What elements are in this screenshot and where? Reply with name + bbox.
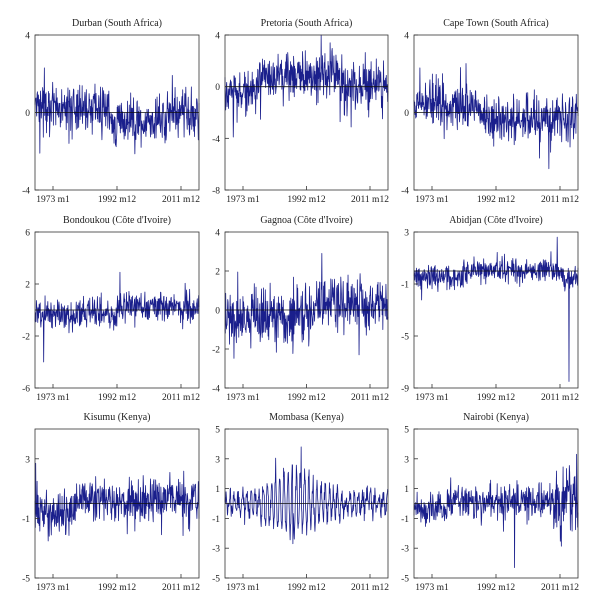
chart-title: Durban (South Africa) bbox=[72, 18, 162, 29]
x-tick-label: 2011 m12 bbox=[541, 195, 579, 205]
chart-title: Mombasa (Kenya) bbox=[269, 412, 344, 423]
y-tick-label: -6 bbox=[22, 385, 30, 395]
x-tick-label: 1992 m12 bbox=[477, 393, 516, 403]
x-tick-label: 2011 m12 bbox=[162, 583, 200, 593]
series-line bbox=[34, 67, 200, 155]
chart-title: Pretoria (South Africa) bbox=[261, 18, 353, 29]
x-tick-label: 1973 m1 bbox=[226, 393, 260, 403]
y-tick-label: -4 bbox=[22, 187, 30, 197]
y-tick-label: -4 bbox=[212, 385, 220, 395]
chart-title: Abidjan (Côte d'Ivoire) bbox=[449, 215, 542, 226]
y-tick-label: 1 bbox=[404, 485, 409, 495]
x-tick-label: 2011 m12 bbox=[162, 195, 200, 205]
chart-title: Bondoukou (Côte d'Ivoire) bbox=[63, 215, 171, 226]
x-tick-label: 2011 m12 bbox=[162, 393, 200, 403]
series-line bbox=[224, 253, 389, 359]
chart-panel-6: Abidjan (Côte d'Ivoire) -9 -5 -1 3 1973 m1 199… bbox=[401, 215, 579, 403]
x-tick-label: 1992 m12 bbox=[287, 195, 326, 205]
y-tick-label: 5 bbox=[404, 426, 409, 436]
x-tick-label: 1992 m12 bbox=[287, 393, 326, 403]
series-line bbox=[224, 34, 389, 138]
y-tick-label: -4 bbox=[212, 135, 220, 145]
x-tick-label: 1973 m1 bbox=[415, 583, 449, 593]
x-tick-label: 1992 m12 bbox=[98, 195, 137, 205]
chart-panel-5: Gagnoa (Côte d'Ivoire) -4 -2 0 2 4 1973 m1 1992… bbox=[212, 215, 389, 403]
series-line bbox=[413, 63, 579, 170]
x-tick-label: 1992 m12 bbox=[98, 393, 137, 403]
x-tick-label: 1973 m1 bbox=[36, 583, 70, 593]
y-tick-label: 4 bbox=[404, 32, 409, 42]
chart-panel-7: Kisumu (Kenya) -5 -1 3 1973 m1 1992 m12 2011 m… bbox=[22, 412, 200, 593]
y-tick-label: 3 bbox=[404, 229, 409, 239]
y-tick-label: 4 bbox=[215, 32, 220, 42]
x-tick-label: 1992 m12 bbox=[477, 583, 516, 593]
plot-frame bbox=[224, 34, 389, 191]
y-tick-label: 0 bbox=[215, 83, 220, 93]
chart-panel-4: Bondoukou (Côte d'Ivoire) -6 -2 2 6 1973 m1 19… bbox=[22, 215, 200, 403]
x-tick-label: 2011 m12 bbox=[351, 393, 389, 403]
y-tick-label: 4 bbox=[215, 229, 220, 239]
y-tick-label: 6 bbox=[25, 229, 30, 239]
y-tick-label: -3 bbox=[401, 545, 409, 555]
chart-panel-1: Durban (South Africa) -4 0 4 1973 m1 1992 m12… bbox=[22, 18, 200, 205]
chart-panel-2: Pretoria (South Africa) -8 -4 0 4 1973 m1 1992… bbox=[212, 18, 389, 205]
chart-title: Nairobi (Kenya) bbox=[463, 412, 529, 423]
x-tick-label: 1973 m1 bbox=[36, 195, 70, 205]
y-tick-label: -2 bbox=[22, 333, 30, 343]
x-tick-label: 1973 m1 bbox=[36, 393, 70, 403]
series-line bbox=[34, 271, 200, 363]
y-tick-label: -5 bbox=[401, 575, 409, 585]
series-line bbox=[224, 446, 389, 545]
chart-panel-9: Nairobi (Kenya) -5 -3 -1 1 3 5 1973 m1 1992 m12 2… bbox=[401, 412, 579, 593]
y-tick-label: 5 bbox=[215, 426, 220, 436]
y-tick-label: -5 bbox=[401, 333, 409, 343]
y-tick-label: 0 bbox=[404, 109, 409, 119]
y-tick-label: -1 bbox=[22, 515, 30, 525]
series-line bbox=[413, 236, 579, 382]
x-tick-label: 2011 m12 bbox=[351, 195, 389, 205]
y-tick-label: 4 bbox=[25, 32, 30, 42]
y-tick-label: -1 bbox=[401, 515, 409, 525]
x-tick-label: 2011 m12 bbox=[541, 393, 579, 403]
y-tick-label: 3 bbox=[404, 455, 409, 465]
x-tick-label: 2011 m12 bbox=[541, 583, 579, 593]
y-tick-label: -8 bbox=[212, 187, 220, 197]
series-line bbox=[413, 453, 579, 568]
x-tick-label: 2011 m12 bbox=[351, 583, 389, 593]
chart-title: Cape Town (South Africa) bbox=[443, 18, 548, 29]
x-tick-label: 1973 m1 bbox=[415, 393, 449, 403]
y-tick-label: 3 bbox=[25, 455, 30, 465]
chart-panel-8: Mombasa (Kenya) -5 -3 -1 1 3 5 1973 m1 1992 m12 2… bbox=[212, 412, 389, 593]
y-tick-label: 2 bbox=[215, 268, 220, 278]
series-line bbox=[34, 462, 200, 542]
chart-panel-3: Cape Town (South Africa) -4 0 4 1973 m1 1992 … bbox=[401, 18, 579, 205]
plot-frame bbox=[413, 231, 579, 389]
y-tick-label: -9 bbox=[401, 385, 409, 395]
chart-title: Kisumu (Kenya) bbox=[84, 412, 151, 423]
y-tick-label: -1 bbox=[212, 515, 220, 525]
y-tick-label: -1 bbox=[401, 281, 409, 291]
x-tick-label: 1973 m1 bbox=[226, 195, 260, 205]
x-tick-label: 1992 m12 bbox=[287, 583, 326, 593]
y-tick-label: 3 bbox=[215, 455, 220, 465]
y-tick-label: 2 bbox=[25, 281, 30, 291]
x-tick-label: 1973 m1 bbox=[226, 583, 260, 593]
y-tick-label: -5 bbox=[212, 575, 220, 585]
y-tick-label: -4 bbox=[401, 187, 409, 197]
x-tick-label: 1973 m1 bbox=[415, 195, 449, 205]
y-tick-label: -2 bbox=[212, 346, 220, 356]
y-tick-label: 0 bbox=[215, 307, 220, 317]
x-tick-label: 1992 m12 bbox=[477, 195, 516, 205]
y-tick-label: 0 bbox=[25, 109, 30, 119]
y-tick-label: -3 bbox=[212, 545, 220, 555]
y-tick-label: 1 bbox=[215, 485, 220, 495]
chart-title: Gagnoa (Côte d'Ivoire) bbox=[260, 215, 352, 226]
x-tick-label: 1992 m12 bbox=[98, 583, 137, 593]
y-tick-label: -5 bbox=[22, 575, 30, 585]
